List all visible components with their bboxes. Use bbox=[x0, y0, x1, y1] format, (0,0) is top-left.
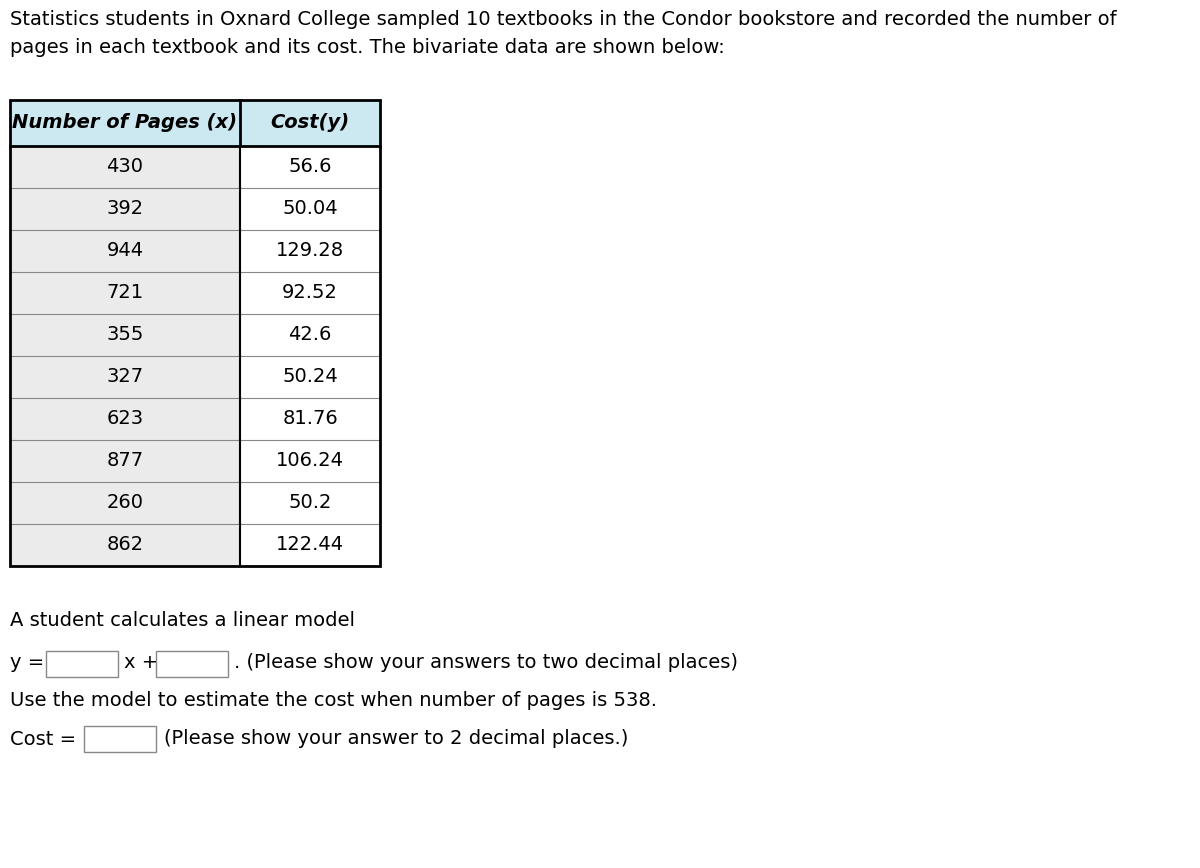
Bar bbox=[10, 482, 240, 524]
Text: 129.28: 129.28 bbox=[276, 241, 344, 260]
Bar bbox=[46, 651, 118, 677]
Text: 50.2: 50.2 bbox=[288, 494, 331, 512]
Text: 50.04: 50.04 bbox=[282, 200, 338, 219]
Text: 623: 623 bbox=[107, 410, 144, 429]
Text: 877: 877 bbox=[107, 451, 144, 470]
Text: 260: 260 bbox=[107, 494, 144, 512]
Bar bbox=[240, 230, 380, 272]
Bar bbox=[240, 398, 380, 440]
Text: 81.76: 81.76 bbox=[282, 410, 338, 429]
Bar bbox=[10, 146, 240, 188]
Bar bbox=[84, 726, 156, 752]
Text: 355: 355 bbox=[107, 326, 144, 345]
Bar bbox=[240, 188, 380, 230]
Text: 327: 327 bbox=[107, 367, 144, 386]
Text: 42.6: 42.6 bbox=[288, 326, 331, 345]
Text: 106.24: 106.24 bbox=[276, 451, 344, 470]
Bar bbox=[10, 356, 240, 398]
Text: 862: 862 bbox=[107, 536, 144, 555]
Bar bbox=[10, 314, 240, 356]
Text: 50.24: 50.24 bbox=[282, 367, 338, 386]
Bar bbox=[10, 100, 380, 566]
Text: 392: 392 bbox=[107, 200, 144, 219]
Text: Cost = $: Cost = $ bbox=[10, 729, 95, 748]
Bar bbox=[240, 524, 380, 566]
Bar bbox=[240, 146, 380, 188]
Bar bbox=[156, 651, 228, 677]
Text: . (Please show your answers to two decimal places): . (Please show your answers to two decim… bbox=[234, 654, 738, 673]
Text: 944: 944 bbox=[107, 241, 144, 260]
Text: y =: y = bbox=[10, 654, 50, 673]
Bar bbox=[240, 100, 380, 146]
Bar bbox=[10, 188, 240, 230]
Bar bbox=[10, 230, 240, 272]
Bar bbox=[10, 398, 240, 440]
Bar bbox=[10, 524, 240, 566]
Bar bbox=[240, 482, 380, 524]
Bar bbox=[240, 314, 380, 356]
Text: pages in each textbook and its cost. The bivariate data are shown below:: pages in each textbook and its cost. The… bbox=[10, 38, 725, 57]
Text: 721: 721 bbox=[107, 284, 144, 303]
Bar bbox=[240, 440, 380, 482]
Bar bbox=[10, 440, 240, 482]
Bar bbox=[10, 100, 240, 146]
Text: Statistics students in Oxnard College sampled 10 textbooks in the Condor booksto: Statistics students in Oxnard College sa… bbox=[10, 10, 1117, 29]
Bar bbox=[240, 356, 380, 398]
Text: Number of Pages (x): Number of Pages (x) bbox=[12, 114, 238, 133]
Text: 122.44: 122.44 bbox=[276, 536, 344, 555]
Text: Use the model to estimate the cost when number of pages is 538.: Use the model to estimate the cost when … bbox=[10, 692, 658, 711]
Text: x +: x + bbox=[124, 654, 164, 673]
Text: 92.52: 92.52 bbox=[282, 284, 338, 303]
Text: (Please show your answer to 2 decimal places.): (Please show your answer to 2 decimal pl… bbox=[164, 729, 629, 748]
Bar bbox=[240, 272, 380, 314]
Text: A student calculates a linear model: A student calculates a linear model bbox=[10, 611, 355, 630]
Text: Cost(y): Cost(y) bbox=[270, 114, 349, 133]
Text: 430: 430 bbox=[107, 157, 144, 176]
Text: 56.6: 56.6 bbox=[288, 157, 331, 176]
Bar bbox=[10, 272, 240, 314]
